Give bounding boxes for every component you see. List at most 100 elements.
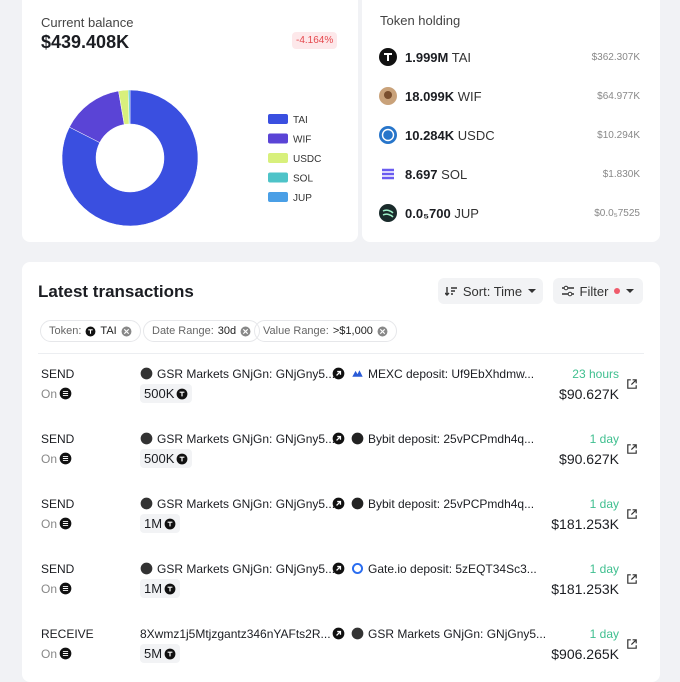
tx-amount: 1M (140, 514, 181, 533)
filter-button[interactable]: Filter (553, 278, 643, 304)
from-icon-svg (140, 367, 153, 380)
token-icon-svg (382, 168, 394, 180)
external-link[interactable] (626, 572, 638, 584)
chip-value: TAI (100, 325, 117, 337)
caret (528, 289, 537, 293)
transactions-card: Latest transactions Sort: Time Filter To… (22, 262, 660, 682)
holding-amount: 0.0₅700 JUP (405, 206, 479, 221)
direction-icon-svg (332, 627, 345, 640)
balance-label: Current balance (41, 15, 134, 30)
token-icon (85, 326, 96, 337)
external-link-svg (627, 639, 637, 649)
tx-to: Bybit deposit: 25vPCPmdh4q... (368, 497, 535, 511)
on-label: On (41, 647, 58, 661)
chain-icon-svg (59, 582, 72, 595)
tx-value: $181.253K (551, 581, 619, 597)
tx-to: MEXC deposit: Uf9EbXhdmw... (368, 367, 535, 381)
chain-icon (59, 387, 72, 400)
from-icon-svg (140, 562, 153, 575)
tx-type: RECEIVE (41, 627, 94, 641)
tx-value: $90.627K (559, 386, 619, 402)
tx-from: GSR Markets GNjGn: GNjGny5... (157, 432, 336, 446)
tx-from: GSR Markets GNjGn: GNjGny5... (157, 497, 336, 511)
divider (38, 353, 644, 354)
amount: 18.099K (405, 89, 455, 104)
chip-remove[interactable] (240, 326, 251, 337)
tx-value: $181.253K (551, 516, 619, 532)
direction-icon (332, 497, 345, 510)
external-link[interactable] (626, 442, 638, 454)
from-icon (140, 367, 153, 380)
chip-remove[interactable] (377, 326, 388, 337)
chain-icon-svg (59, 387, 72, 400)
token-icon-svg (164, 518, 176, 529)
chip-label: Token: (49, 325, 82, 337)
to-icon-svg (351, 627, 364, 640)
donut-slice (128, 89, 131, 125)
symbol: TAI (451, 50, 472, 65)
legend-label: USDC (293, 154, 321, 165)
external-link-svg (627, 574, 637, 584)
tx-type: SEND (41, 562, 75, 576)
balance-value: $439.408K (41, 32, 130, 52)
external-link-svg (627, 509, 637, 519)
external-link[interactable] (626, 507, 638, 519)
to-icon-svg (352, 370, 363, 377)
external-link-svg (627, 444, 637, 454)
holding-value: $1.830K (602, 169, 640, 180)
sort-button[interactable]: Sort: Time (438, 278, 543, 304)
direction-icon (332, 367, 345, 380)
external-link[interactable] (626, 637, 638, 649)
from-icon (140, 497, 153, 510)
direction-icon-svg (332, 497, 345, 510)
tx-time: 23 hours (572, 367, 619, 381)
filter-icon (561, 285, 574, 297)
holdings-title: Token holding (380, 13, 461, 28)
donut-slice (61, 89, 199, 227)
chain-icon-svg (59, 517, 72, 530)
direction-icon-svg (332, 367, 345, 380)
chip-value: 30d (217, 325, 237, 337)
amount: 1M (144, 516, 163, 531)
chain-icon (59, 647, 72, 660)
token-icon-svg (379, 87, 397, 105)
chip-remove-svg (240, 326, 251, 336)
direction-icon-svg (332, 432, 345, 445)
legend-swatch (268, 153, 288, 163)
amount: 5M (144, 646, 163, 661)
on-label: On (41, 582, 58, 596)
from-icon (140, 562, 153, 575)
holding-amount: 1.999M TAI (405, 50, 471, 65)
legend-swatch (268, 192, 288, 202)
filter-dot (614, 288, 621, 294)
chip-remove[interactable] (121, 326, 132, 337)
external-link[interactable] (626, 377, 638, 389)
tx-from: GSR Markets GNjGn: GNjGny5... (157, 562, 336, 576)
token-icon (378, 125, 398, 145)
holding-amount: 8.697 SOL (405, 167, 467, 182)
tx-value: $906.265K (551, 646, 619, 662)
holding-amount: 10.284K USDC (405, 128, 495, 143)
filter-chip: Token: TAI (40, 320, 141, 342)
chip-value: >$1,000 (332, 325, 373, 337)
token-icon (176, 388, 188, 400)
holding-value: $362.307K (591, 52, 640, 63)
holding-value: $64.977K (597, 91, 640, 102)
legend-swatch (268, 172, 288, 183)
tx-to: Gate.io deposit: 5zEQT34Sc3... (368, 562, 537, 576)
tx-time: 1 day (589, 562, 619, 576)
tx-type: SEND (41, 497, 75, 511)
amount: 0.0₅700 (405, 206, 451, 221)
tx-time: 1 day (589, 627, 619, 641)
tx-to: Bybit deposit: 25vPCPmdh4q... (368, 432, 535, 446)
amount: 10.284K (405, 128, 455, 143)
symbol: WIF (457, 89, 482, 104)
sort-icon (444, 287, 457, 296)
legend-label: SOL (293, 174, 313, 185)
symbol: SOL (441, 167, 468, 182)
filter-chip: Value Range: >$1,000 (254, 320, 397, 342)
token-icon-svg (164, 583, 176, 594)
donut-chart: TAI WIF USDC SOL JUP (61, 89, 321, 227)
